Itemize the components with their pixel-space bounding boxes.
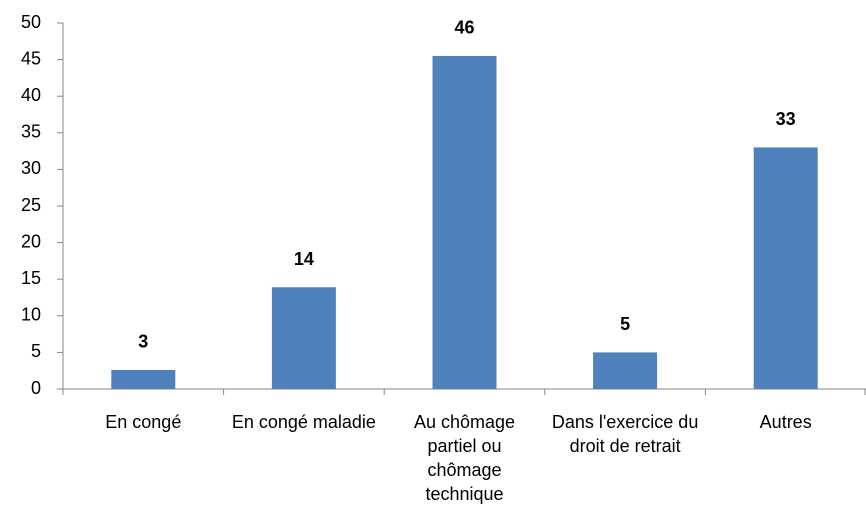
bar <box>271 287 336 389</box>
bar <box>432 55 497 389</box>
bar <box>753 147 818 389</box>
bar <box>111 369 176 389</box>
y-tick-label: 20 <box>21 231 41 251</box>
y-tick-label: 0 <box>31 378 41 398</box>
x-tick-label: En congé maladie <box>231 412 376 432</box>
y-tick-label: 15 <box>21 268 41 288</box>
value-label: 5 <box>620 314 630 334</box>
y-tick-label: 45 <box>21 48 41 68</box>
value-label: 33 <box>776 109 796 129</box>
value-label: 14 <box>294 249 314 269</box>
y-tick-label: 5 <box>31 341 41 361</box>
y-tick-label: 30 <box>21 158 41 178</box>
value-label: 46 <box>454 18 474 38</box>
y-tick-label: 40 <box>21 85 41 105</box>
bar <box>593 352 658 389</box>
y-tick-label: 10 <box>21 305 41 325</box>
x-tick-label: En congé <box>105 412 182 432</box>
y-tick-label: 25 <box>21 195 41 215</box>
y-tick-label: 50 <box>21 12 41 32</box>
x-tick-label: Au chômage partiel ou chômage technique <box>413 412 516 504</box>
value-label: 3 <box>138 332 148 352</box>
y-tick-label: 35 <box>21 122 41 142</box>
x-tick-label: Dans l'exercice du droit de retrait <box>551 412 699 456</box>
x-tick-label: Autres <box>759 412 812 432</box>
